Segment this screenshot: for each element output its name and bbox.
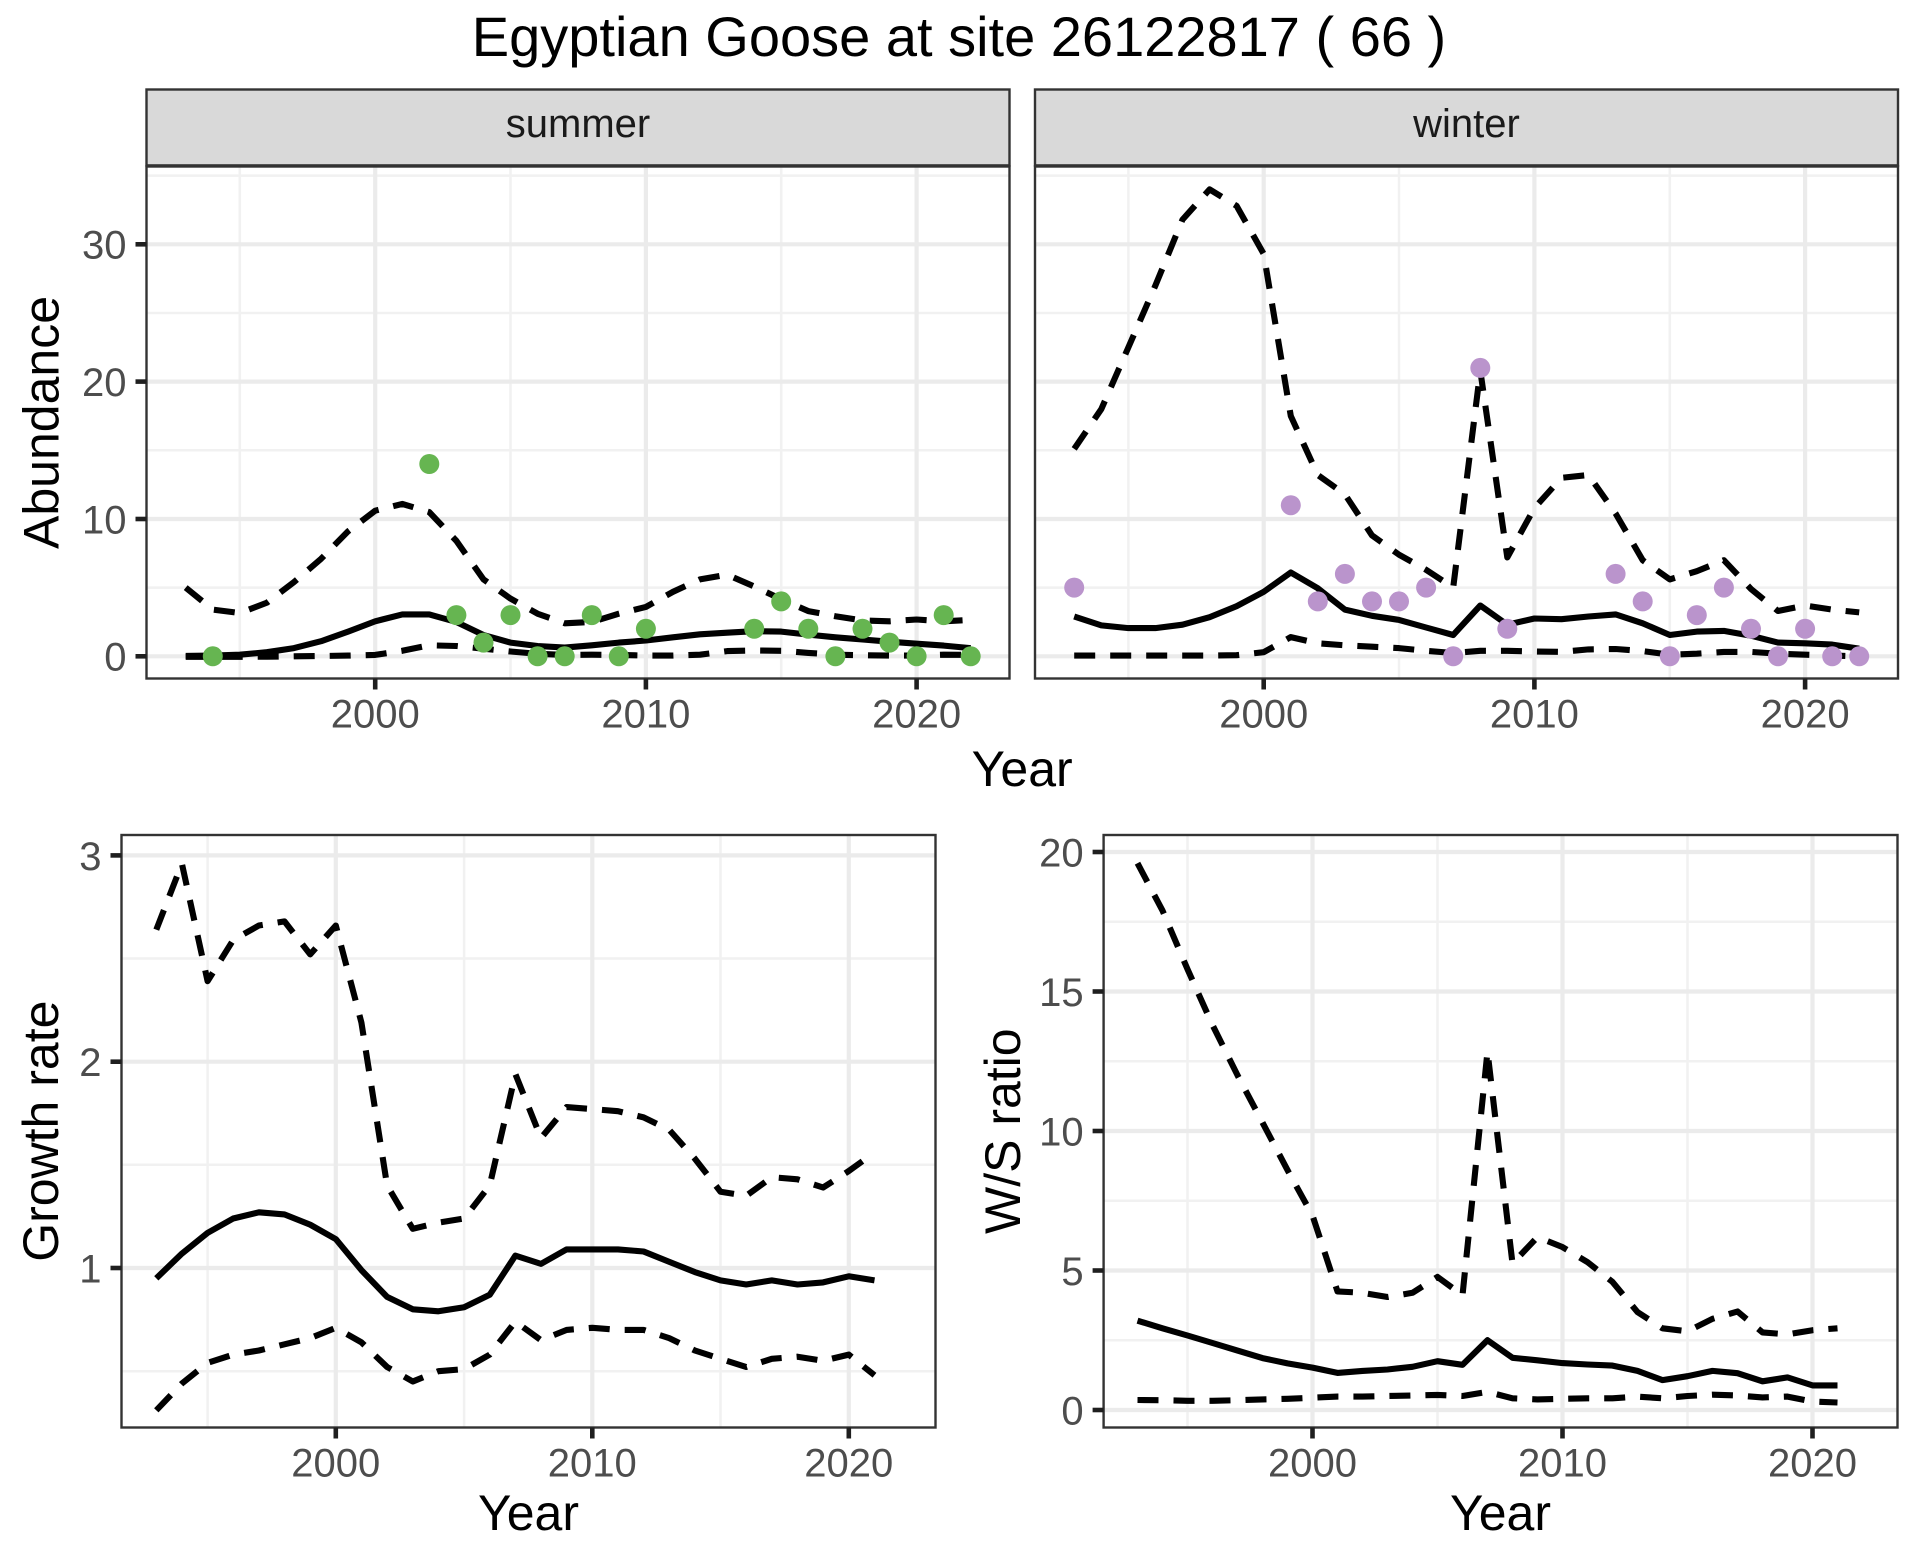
svg-text:2000: 2000 [1219,692,1308,736]
svg-text:15: 15 [1039,971,1084,1015]
svg-text:2010: 2010 [1490,692,1579,736]
svg-text:summer: summer [506,102,650,146]
svg-text:2020: 2020 [1768,1441,1857,1485]
svg-text:0: 0 [104,636,126,680]
svg-text:2020: 2020 [872,692,961,736]
svg-text:10: 10 [82,498,127,542]
svg-text:winter: winter [1412,102,1520,146]
svg-text:Growth rate: Growth rate [13,1001,69,1262]
svg-text:Year: Year [1450,1485,1551,1541]
svg-text:2000: 2000 [291,1441,380,1485]
svg-text:2010: 2010 [548,1441,637,1485]
svg-text:3: 3 [79,835,101,879]
svg-text:10: 10 [1039,1110,1084,1154]
svg-text:W/S ratio: W/S ratio [975,1028,1031,1234]
svg-text:Year: Year [972,741,1073,797]
svg-text:2000: 2000 [1268,1441,1357,1485]
svg-text:Year: Year [478,1485,579,1541]
svg-text:20: 20 [1039,831,1084,875]
svg-text:2010: 2010 [1518,1441,1607,1485]
svg-text:20: 20 [82,361,127,405]
svg-text:2020: 2020 [804,1441,893,1485]
svg-text:2000: 2000 [331,692,420,736]
svg-text:2020: 2020 [1761,692,1850,736]
svg-text:0: 0 [1061,1389,1083,1433]
svg-text:5: 5 [1061,1250,1083,1294]
svg-text:Abundance: Abundance [14,296,70,549]
svg-text:30: 30 [82,224,127,268]
svg-text:2: 2 [79,1041,101,1085]
svg-text:2010: 2010 [601,692,690,736]
svg-text:Egyptian Goose at site 2612281: Egyptian Goose at site 26122817 ( 66 ) [472,5,1446,68]
svg-text:1: 1 [79,1247,101,1291]
